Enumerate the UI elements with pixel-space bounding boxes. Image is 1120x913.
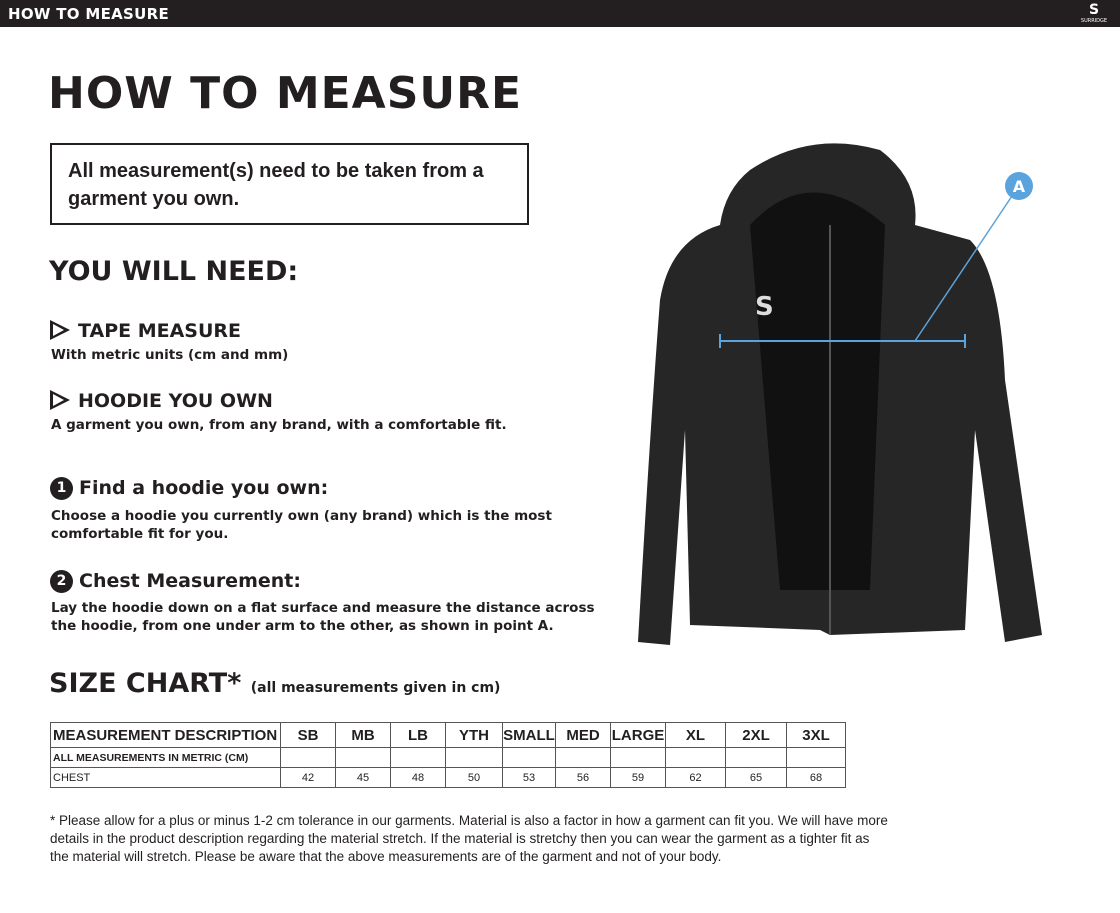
you-will-need-heading: YOU WILL NEED: — [49, 256, 299, 287]
need-desc-tape: With metric units (cm and mm) — [51, 347, 289, 363]
footnote: * Please allow for a plus or minus 1-2 c… — [50, 813, 888, 864]
notice-box: All measurement(s) need to be taken from… — [50, 143, 529, 225]
svg-text:S: S — [755, 292, 774, 322]
hoodie-diagram: S A — [638, 143, 1042, 646]
table-header-row: MEASUREMENT DESCRIPTION SB MB LB YTH SMA… — [50, 722, 846, 748]
page-title: HOW TO MEASURE — [48, 68, 523, 119]
size-chart-table: MEASUREMENT DESCRIPTION SB MB LB YTH SMA… — [50, 722, 846, 788]
step-1: 1 Find a hoodie you own: — [50, 477, 328, 500]
play-triangle-icon — [50, 390, 70, 410]
table-row: CHEST 42 45 48 50 53 56 59 62 65 68 — [50, 767, 846, 788]
table-subheader-row: ALL MEASUREMENTS IN METRIC (CM) — [50, 747, 846, 768]
brand-logo: S SURRIDGE — [1080, 2, 1108, 24]
need-desc-hoodie: A garment you own, from any brand, with … — [51, 417, 507, 433]
point-a-marker — [1005, 172, 1033, 200]
need-item-hoodie: HOODIE YOU OWN — [50, 390, 273, 412]
point-a-label: A — [1013, 177, 1026, 196]
step-2-desc: Lay the hoodie down on a flat surface an… — [51, 600, 595, 634]
step-number-icon: 1 — [50, 477, 73, 500]
top-bar-title: HOW TO MEASURE — [8, 5, 170, 23]
step-number-icon: 2 — [50, 570, 73, 593]
step-2: 2 Chest Measurement: — [50, 570, 301, 593]
need-item-tape: TAPE MEASURE — [50, 320, 241, 342]
step-1-desc: Choose a hoodie you currently own (any b… — [51, 508, 552, 542]
top-bar: HOW TO MEASURE S SURRIDGE — [0, 0, 1120, 27]
size-chart-heading: SIZE CHART* (all measurements given in c… — [49, 668, 501, 699]
play-triangle-icon — [50, 320, 70, 340]
